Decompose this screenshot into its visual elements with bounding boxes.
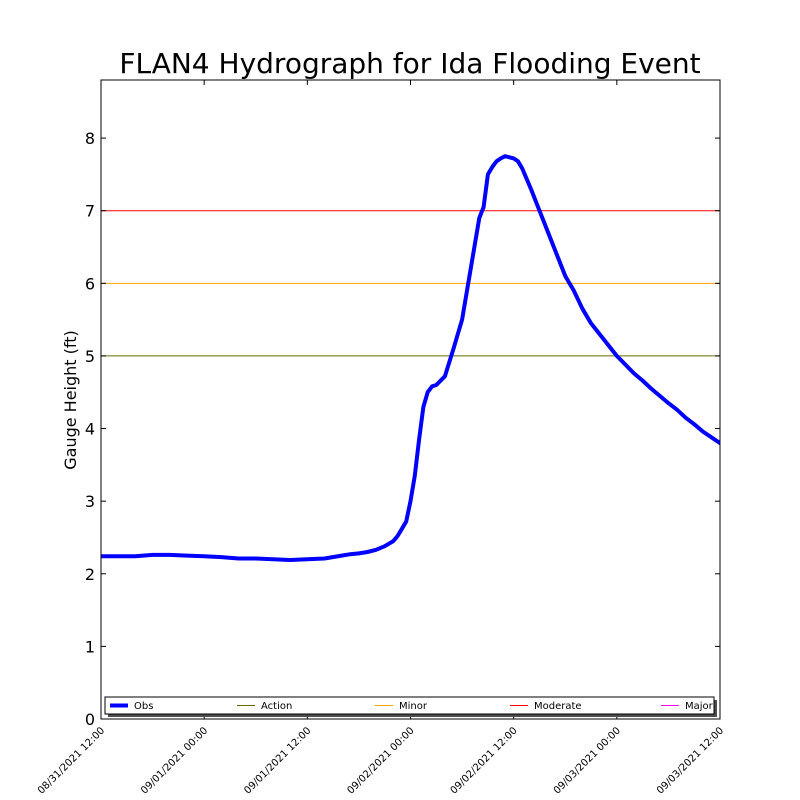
y-axis-label: Gauge Height (ft) (61, 330, 80, 470)
plot-frame (100, 79, 721, 720)
chart-title: FLAN4 Hydrograph for Ida Flooding Event (119, 47, 700, 80)
y-tick-label: 0 (85, 710, 95, 729)
y-tick-label: 7 (85, 202, 95, 221)
legend: Obs Action Minor Moderate Major (104, 696, 717, 717)
series-line-obs (101, 154, 720, 562)
legend-label-major: Major (685, 701, 714, 712)
legend-label-obs: Obs (134, 701, 153, 712)
y-tick-label: 3 (85, 492, 95, 511)
y-tick-label: 6 (85, 274, 95, 293)
legend-label-moderate: Moderate (534, 701, 582, 712)
y-tick-label: 8 (85, 129, 95, 148)
y-tick-label: 5 (85, 347, 95, 366)
y-tick-label: 4 (85, 420, 95, 439)
y-tick-label: 1 (85, 637, 95, 656)
legend-label-action: Action (261, 701, 292, 712)
legend-label-minor: Minor (399, 701, 428, 712)
legend-box (104, 696, 715, 715)
y-tick-label: 2 (85, 565, 95, 584)
